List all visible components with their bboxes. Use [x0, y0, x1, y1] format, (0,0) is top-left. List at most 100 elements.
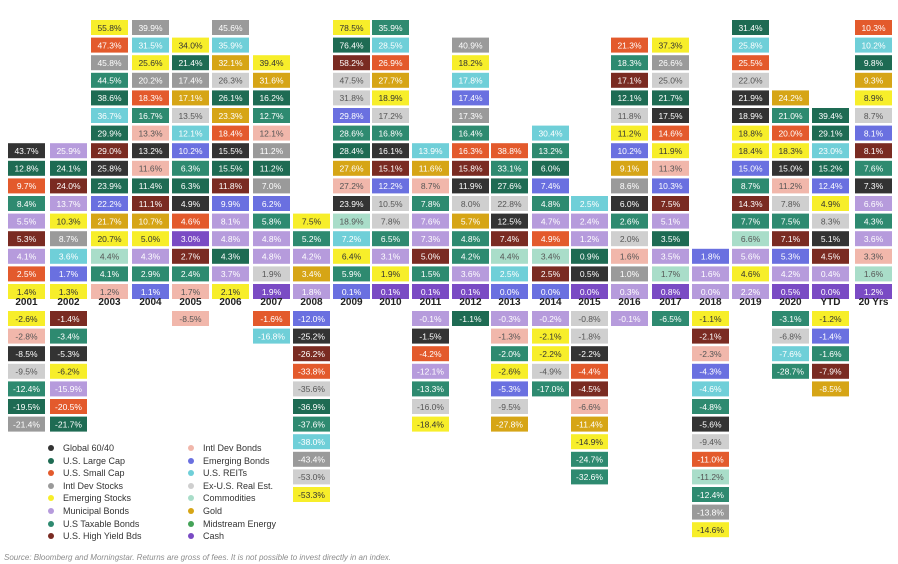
cell-neg-2002-0 [50, 311, 87, 326]
cell-neg-YTD-1 [812, 328, 849, 344]
cell-value: -7.9% [819, 367, 842, 377]
cell-value: -1.5% [419, 331, 442, 341]
cell-value: 15.5% [218, 146, 243, 156]
cell-pos-2019-14 [732, 266, 769, 282]
legend-item: U.S. Small Cap [48, 467, 125, 479]
cell-value: 13.9% [418, 146, 443, 156]
cell-value: 5.2% [302, 234, 322, 244]
cell-value: 10.3% [861, 23, 886, 33]
column-label: 2017 [659, 297, 682, 308]
cell-pos-20 Yrs-0 [855, 20, 892, 35]
legend-label: Cash [203, 531, 225, 542]
cell-value: 29.0% [97, 146, 122, 156]
cell-value: -3.1% [779, 314, 802, 324]
cell-value: 6.5% [381, 234, 401, 244]
cell-value: 37.3% [658, 40, 683, 50]
cell-pos-2012-1 [452, 55, 489, 71]
cell-value: 2.5% [580, 199, 600, 209]
cell-value: 23.3% [218, 111, 243, 121]
cell-value: 22.0% [738, 76, 763, 86]
cell-value: 27.7% [378, 76, 403, 86]
cell-pos-2017-8 [652, 178, 689, 194]
cell-pos-2008-2 [293, 248, 330, 264]
cell-pos-2007-12 [253, 266, 290, 282]
cell-value: 35.9% [378, 23, 403, 33]
cell-value: 1.9% [262, 287, 282, 297]
cell-neg-2002-5 [50, 399, 87, 414]
cell-value: -11.2% [697, 472, 724, 482]
cell-value: 23.0% [818, 146, 843, 156]
cell-pos-2003-5 [91, 108, 128, 123]
cell-value: 11.8% [618, 111, 642, 121]
cell-value: 11.2% [618, 128, 642, 138]
cell-neg-2018-1 [692, 328, 729, 344]
cell-pos-20 Yrs-6 [855, 125, 892, 141]
cell-value: 36.7% [97, 111, 122, 121]
cell-value: 16.1% [378, 146, 403, 156]
legend-item: U.S Taxable Bonds [48, 518, 139, 530]
cell-pos-2008-3 [293, 266, 330, 282]
cell-value: 33.1% [497, 164, 522, 174]
cell-value: -2.8% [15, 331, 38, 341]
cell-pos-20 Yrs-7 [855, 143, 892, 159]
cell-pos-2013-0 [491, 143, 528, 159]
cell-value: 7.5% [302, 216, 322, 226]
cell-value: 45.6% [218, 23, 243, 33]
legend-label: Gold [203, 506, 223, 516]
cell-value: 7.0% [262, 181, 282, 191]
cell-value: 2.0% [620, 234, 640, 244]
cell-value: -1.8% [578, 331, 601, 341]
cell-pos-2019-9 [732, 178, 769, 194]
legend-item: Ex-U.S. Real Est. [188, 480, 273, 492]
cell-value: 3.4% [541, 252, 561, 262]
cell-value: 11.3% [659, 164, 683, 174]
cell-value: 11.2% [260, 146, 284, 156]
cell-pos-2017-13 [652, 266, 689, 282]
cell-pos-2013-5 [491, 231, 528, 247]
cell-pos-2003-10 [91, 196, 128, 211]
cell-pos-2009-7 [333, 143, 370, 159]
cell-value: -15.9% [55, 384, 82, 394]
cell-value: 4.5% [821, 252, 841, 262]
cell-neg-YTD-3 [812, 363, 849, 379]
cell-value: 18.9% [339, 216, 364, 226]
cell-neg-2016-0 [611, 311, 648, 326]
cell-value: 27.6% [497, 181, 522, 191]
cell-value: 5.0% [141, 234, 161, 244]
cell-pos-2002-6 [50, 248, 87, 264]
cell-pos-2020-7 [772, 213, 809, 229]
cell-value: 7.4% [541, 181, 561, 191]
cell-neg-2001-0 [8, 311, 45, 326]
cell-neg-2001-2 [8, 346, 45, 362]
cell-value: 5.9% [342, 269, 362, 279]
cell-neg-2015-8 [571, 451, 608, 467]
cell-neg-2011-3 [412, 363, 449, 379]
cell-pos-2004-1 [132, 37, 169, 53]
cell-value: 4.8% [221, 234, 241, 244]
cell-neg-YTD-2 [812, 346, 849, 362]
cell-neg-2001-3 [8, 363, 45, 379]
cell-value: 18.3% [138, 93, 163, 103]
cell-neg-2011-0 [412, 311, 449, 326]
column-label: 2013 [498, 297, 521, 308]
cell-pos-2007-10 [253, 231, 290, 247]
cell-value: 1.6% [620, 252, 640, 262]
cell-value: 11.2% [260, 164, 284, 174]
cell-value: -28.7% [777, 367, 804, 377]
cell-pos-2014-7 [532, 248, 569, 264]
cell-value: 31.6% [259, 76, 284, 86]
cell-value: 1.2% [100, 287, 120, 297]
legend-label: U.S. High Yield Bds [63, 531, 142, 542]
cell-value: 9.3% [864, 76, 884, 86]
cell-pos-2002-2 [50, 178, 87, 194]
cell-pos-2010-10 [372, 196, 409, 211]
cell-neg-2008-8 [293, 451, 330, 467]
cell-value: 30.4% [538, 128, 563, 138]
cell-value: 28.6% [339, 128, 364, 138]
cell-value: -1.6% [260, 314, 283, 324]
cell-pos-2005-8 [172, 178, 209, 194]
cell-value: -9.4% [699, 437, 722, 447]
cell-value: 58.2% [339, 58, 364, 68]
cell-value: 2.2% [741, 287, 761, 297]
cell-value: 16.3% [458, 146, 483, 156]
